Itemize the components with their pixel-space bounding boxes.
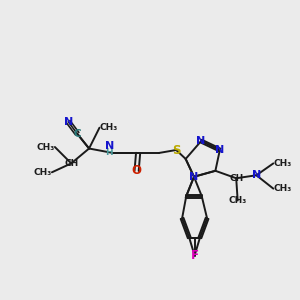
Text: CH₃: CH₃: [37, 142, 55, 152]
Text: C: C: [74, 129, 81, 139]
Text: N: N: [215, 145, 224, 155]
Text: F: F: [190, 249, 199, 262]
Text: O: O: [132, 164, 142, 177]
Text: CH: CH: [64, 159, 78, 168]
Text: N: N: [189, 172, 199, 182]
Text: CH₃: CH₃: [273, 184, 292, 193]
Text: CH: CH: [229, 174, 243, 183]
Text: CH₃: CH₃: [273, 159, 292, 168]
Text: N: N: [196, 136, 206, 146]
Text: S: S: [172, 143, 180, 157]
Text: H: H: [105, 148, 113, 158]
Text: CH₃: CH₃: [34, 168, 52, 177]
Text: N: N: [105, 140, 115, 151]
Text: CH₃: CH₃: [229, 196, 247, 205]
Text: N: N: [64, 117, 73, 127]
Text: CH₃: CH₃: [100, 123, 118, 132]
Text: N: N: [252, 170, 261, 180]
